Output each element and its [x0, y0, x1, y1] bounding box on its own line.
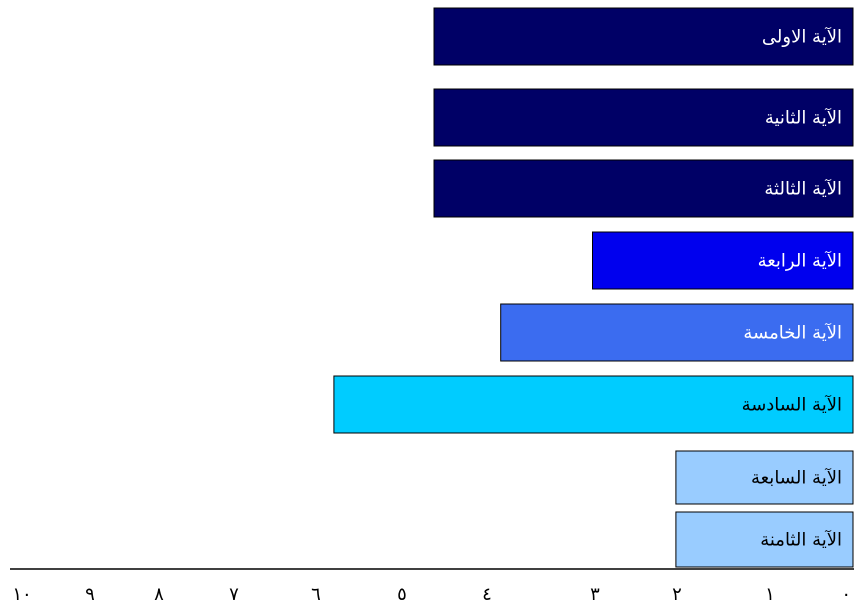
x-tick-label-6: ٦	[311, 584, 321, 605]
x-tick-label-3: ٣	[590, 584, 600, 605]
bar-label-8: الآية الثامنة	[760, 529, 842, 551]
bar-label-7: الآية السابعة	[751, 467, 842, 489]
x-tick-label-8: ٨	[154, 584, 164, 605]
bar-5	[500, 303, 854, 362]
bar-2	[433, 88, 854, 147]
bar-4	[592, 231, 854, 290]
bar-label-4: الآية الرابعة	[758, 250, 842, 272]
x-tick-label-0: ٠	[841, 584, 851, 605]
bar-3	[433, 159, 854, 218]
x-tick-label-7: ٧	[229, 584, 239, 605]
bar-label-6: الآية السادسة	[742, 394, 842, 416]
bar-1	[433, 7, 854, 66]
x-tick-label-9: ٩	[85, 584, 95, 605]
bar-6	[333, 375, 854, 434]
x-tick-label-2: ٢	[672, 584, 682, 605]
bar-label-2: الآية الثانية	[765, 107, 842, 129]
x-tick-label-1: ١	[765, 584, 775, 605]
bars: الآية الاولى الآية الثانية الآية الثالثة ال…	[333, 7, 854, 568]
bar-label-1: الآية الاولى	[762, 26, 842, 48]
bar-label-5: الآية الخامسة	[743, 322, 842, 344]
bar-8	[675, 511, 854, 568]
x-axis-ticks: ٠ ١ ٢ ٣ ٤ ٥ ٦ ٧ ٨ ٩ ١٠	[12, 584, 851, 605]
bar-7	[675, 450, 854, 505]
x-tick-label-10: ١٠	[12, 584, 31, 605]
x-tick-label-4: ٤	[482, 584, 492, 605]
x-tick-label-5: ٥	[397, 584, 407, 605]
bar-label-3: الآية الثالثة	[764, 178, 842, 200]
